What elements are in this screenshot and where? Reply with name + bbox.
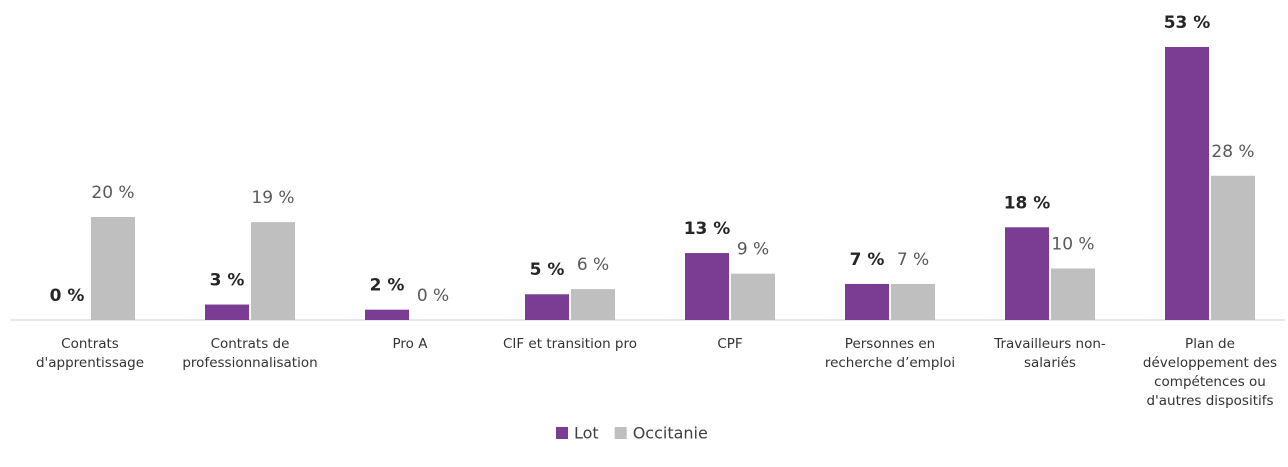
bar [525, 294, 569, 320]
legend-swatch [556, 427, 568, 439]
legend-label: Lot [574, 424, 599, 443]
x-tick-label: Contrats [61, 336, 119, 352]
x-tick-label: Personnes en [845, 336, 935, 352]
bar [1005, 227, 1049, 320]
value-label: 0 % [50, 286, 85, 306]
x-tick-label: CPF [717, 336, 742, 352]
x-tick-label: d'autres dispositifs [1146, 393, 1273, 409]
bar [685, 253, 729, 320]
value-label: 20 % [91, 183, 134, 203]
bar [205, 304, 249, 320]
x-tick-label: CIF et transition pro [503, 336, 637, 352]
value-label: 53 % [1164, 13, 1211, 33]
value-label: 6 % [577, 255, 609, 275]
bar [91, 216, 135, 320]
legend-swatch [614, 427, 627, 439]
x-tick-label: Pro A [393, 336, 429, 352]
value-label: 7 % [850, 250, 885, 270]
x-tick-label: recherche d’emploi [825, 355, 955, 371]
x-tick-label: développement des [1143, 355, 1277, 371]
legend-label: Occitanie [633, 424, 708, 443]
x-tick-label: Plan de [1185, 336, 1235, 352]
bar [845, 283, 889, 320]
bar [1211, 175, 1255, 320]
bar [1051, 268, 1095, 320]
value-label: 9 % [737, 240, 769, 260]
x-tick-label: d'apprentissage [36, 355, 144, 371]
bar [891, 283, 935, 320]
bar [1165, 47, 1209, 320]
x-tick-label: salariés [1024, 355, 1076, 371]
value-label: 3 % [210, 271, 245, 291]
value-label: 0 % [417, 286, 449, 306]
bar [571, 289, 615, 320]
value-label: 7 % [897, 250, 929, 270]
bar [365, 309, 409, 320]
x-tick-label: Contrats de [211, 336, 290, 352]
value-label: 2 % [370, 276, 405, 296]
value-label: 19 % [251, 188, 294, 208]
value-label: 13 % [684, 219, 731, 239]
bar [251, 222, 295, 320]
value-label: 28 % [1211, 142, 1254, 162]
value-label: 18 % [1004, 193, 1051, 213]
value-label: 5 % [530, 260, 565, 280]
value-label: 10 % [1051, 234, 1094, 254]
bar [731, 273, 775, 320]
x-tick-label: professionnalisation [182, 355, 317, 371]
x-tick-label: compétences ou [1154, 374, 1266, 390]
x-tick-label: Travailleurs non- [993, 336, 1106, 352]
